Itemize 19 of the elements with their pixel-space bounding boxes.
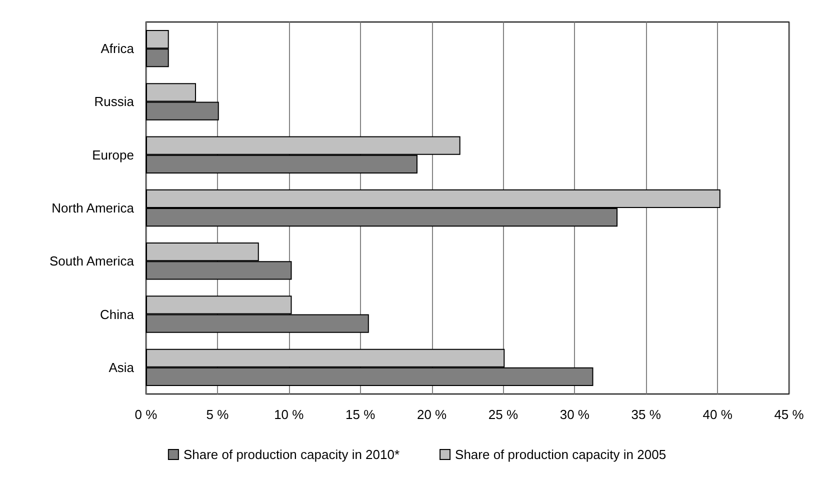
y-tick-label: China [100, 306, 135, 322]
legend-label: Share of production capacity in 2005 [455, 447, 666, 462]
x-tick-label: 25 % [488, 407, 518, 422]
y-tick-label: Europe [92, 147, 134, 162]
x-tick-label: 10 % [274, 407, 304, 422]
legend-label: Share of production capacity in 2010* [183, 447, 400, 462]
x-tick-label: 30 % [560, 407, 590, 422]
x-tick-label: 15 % [346, 407, 376, 422]
x-tick-label: 35 % [631, 407, 662, 422]
x-tick-label: 20 % [416, 407, 448, 422]
y-tick-label: Asia [108, 360, 135, 375]
x-tick-label: 45 % [774, 407, 804, 422]
y-tick-label: South America [49, 254, 135, 269]
y-tick-label: Russia [94, 94, 135, 110]
x-tick-label: 40 % [702, 407, 733, 422]
y-tick-label: Africa [100, 41, 135, 56]
x-tick-label: 0 % [134, 407, 158, 422]
x-tick-label: 5 % [206, 407, 230, 422]
y-tick-label: North America [52, 200, 135, 216]
